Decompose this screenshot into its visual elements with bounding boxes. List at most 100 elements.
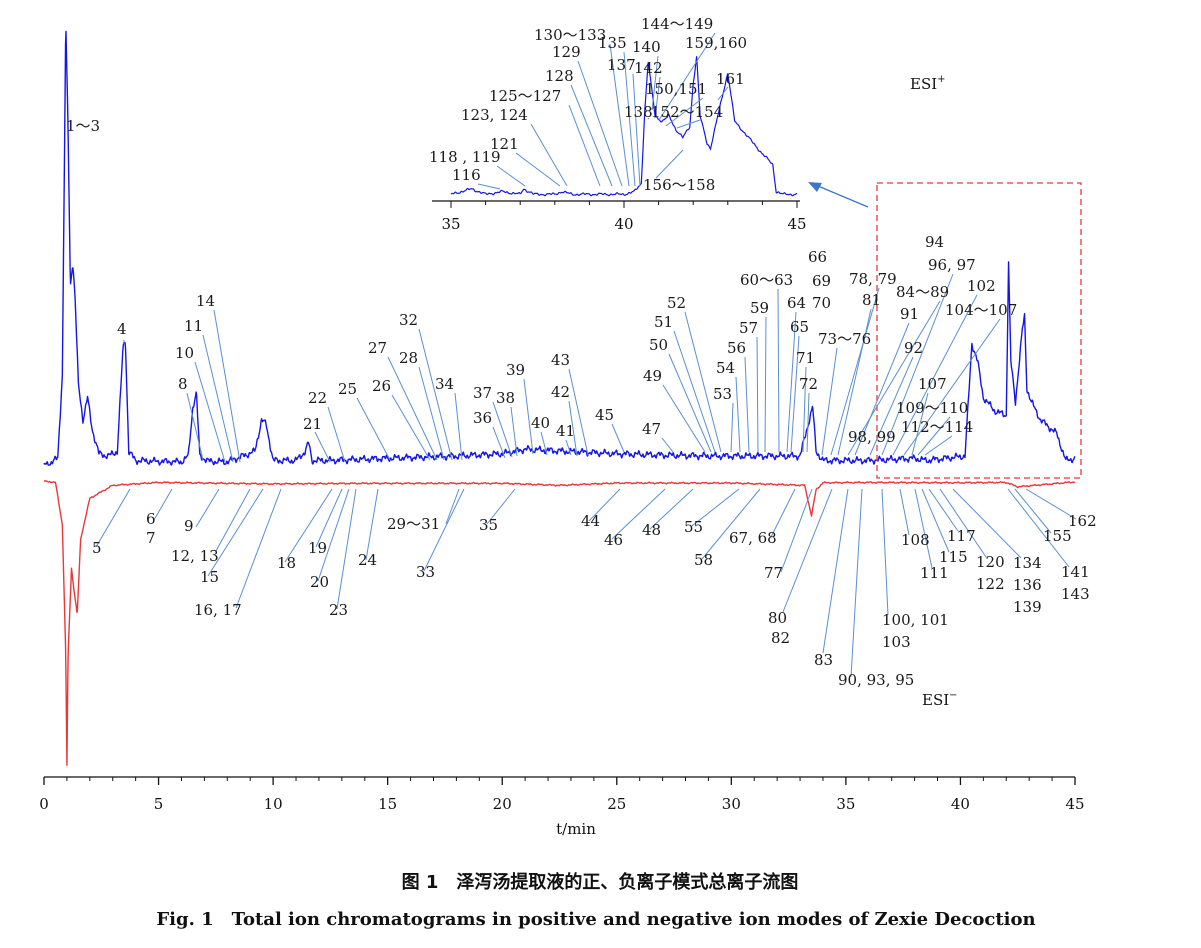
peak-label-inset-121: 121 — [490, 135, 519, 153]
peak-label-positive-98-99: 98, 99 — [848, 428, 896, 446]
leader-line-negative-117 — [928, 488, 959, 532]
inset-trace — [450, 56, 798, 197]
peak-label-positive-14: 14 — [196, 292, 215, 310]
peak-label-negative-108: 108 — [901, 531, 930, 549]
peak-label-negative-77: 77 — [764, 564, 783, 582]
leader-line-positive-27 — [387, 356, 438, 461]
peak-label-negative-111: 111 — [920, 564, 949, 582]
peak-label-positive-4: 4 — [117, 320, 127, 338]
leader-line-negative-90-93-95 — [850, 488, 863, 678]
leader-line-positive-39 — [523, 378, 534, 455]
peak-label-positive-34: 34 — [435, 375, 454, 393]
peak-label-positive-104-107: 104～107 — [945, 301, 1017, 319]
peak-label-positive-102: 102 — [967, 277, 996, 295]
leader-line-negative-83 — [822, 488, 849, 654]
peak-label-negative-134: 134 — [1013, 554, 1042, 572]
leader-line-negative-48 — [649, 488, 694, 530]
leader-line-positive-104-107 — [903, 318, 1001, 456]
leader-line-positive-37 — [492, 401, 513, 458]
caption-chinese: 图 1 泽泻汤提取液的正、负离子模式总离子流图 — [402, 871, 799, 893]
peak-label-positive-22: 22 — [308, 389, 327, 407]
x-tick-label-5: 5 — [154, 795, 164, 813]
peak-label-positive-27: 27 — [368, 339, 387, 357]
leader-line-negative-120 — [939, 488, 987, 558]
zoom-arrow-line — [817, 185, 869, 208]
x-tick-label-20: 20 — [493, 795, 512, 813]
peak-label-positive-37: 37 — [473, 384, 492, 402]
peak-label-negative-90-93-95: 90, 93, 95 — [838, 671, 914, 689]
leader-line-negative-77 — [780, 488, 813, 573]
peak-label-negative-136: 136 — [1013, 576, 1042, 594]
leader-line-positive-11 — [202, 334, 234, 463]
leader-line-negative-162 — [1025, 488, 1077, 520]
peak-label-negative-23: 23 — [329, 601, 348, 619]
peak-label-positive-50: 50 — [649, 336, 668, 354]
peak-label-positive-49: 49 — [643, 367, 662, 385]
peak-label-positive-40: 40 — [531, 414, 550, 432]
leader-line-inset-156-158 — [655, 149, 684, 179]
peak-label-inset-128: 128 — [545, 67, 574, 85]
leader-line-negative-55 — [691, 488, 740, 527]
peak-label-positive-109-110: 109～110 — [896, 399, 968, 417]
leader-line-negative-33 — [423, 488, 465, 572]
leader-line-positive-21 — [314, 431, 331, 463]
leader-line-positive-50 — [668, 353, 712, 453]
peak-label-negative-44: 44 — [581, 512, 600, 530]
leader-line-negative-18 — [284, 488, 333, 563]
leader-line-positive-28 — [418, 366, 445, 461]
peak-label-negative-29-31: 29～31 — [387, 515, 440, 533]
leader-line-negative-108 — [899, 488, 910, 536]
peak-label-negative-24: 24 — [358, 551, 377, 569]
peak-label-negative-35: 35 — [479, 516, 498, 534]
peak-label-positive-71: 71 — [796, 349, 815, 367]
peak-label-inset-118-119: 118 , 119 — [429, 148, 501, 166]
peak-label-positive-56: 56 — [727, 339, 746, 357]
peak-label-positive-70: 70 — [812, 294, 831, 312]
leader-line-positive-22 — [327, 406, 346, 463]
peak-label-positive-43: 43 — [551, 351, 570, 369]
leader-line-inset-138 — [647, 117, 650, 120]
ion-mode-labels: ESI+ ESI− — [910, 74, 958, 709]
leader-line-inset-137 — [632, 73, 641, 187]
peak-label-positive-64: 64 — [787, 294, 806, 312]
leader-line-inset-144-149 — [658, 32, 716, 121]
peak-label-negative-117: 117 — [947, 527, 976, 545]
peak-label-positive-28: 28 — [399, 349, 418, 367]
leader-line-negative-20 — [317, 488, 350, 582]
leader-line-positive-72 — [806, 392, 810, 453]
leader-line-inset-123-124 — [530, 123, 568, 187]
leader-line-negative-67-68 — [770, 488, 796, 538]
peak-label-positive-78-79: 78, 79 — [849, 270, 897, 288]
peak-label-negative-82: 82 — [771, 629, 790, 647]
caption-english: Fig. 1 Total ion chromatograms in positi… — [156, 909, 1035, 930]
leader-line-positive-51 — [673, 330, 716, 453]
leader-line-positive-78-79 — [830, 287, 880, 456]
peak-label-positive-8: 8 — [178, 375, 188, 393]
leader-line-positive-36 — [492, 426, 506, 459]
peak-label-negative-55: 55 — [684, 518, 703, 536]
peak-label-positive-65: 65 — [790, 318, 809, 336]
leader-line-inset-150-151 — [665, 97, 704, 127]
leader-line-positive-102 — [892, 294, 978, 456]
leader-line-negative-29-31 — [445, 488, 460, 525]
peak-label-positive-107: 107 — [918, 375, 947, 393]
leader-line-positive-25 — [356, 397, 391, 461]
leader-line-negative-141 — [1007, 488, 1070, 568]
leader-line-inset-140 — [651, 55, 659, 111]
peak-label-inset-142: 142 — [634, 59, 663, 77]
peak-label-negative-15: 15 — [200, 568, 219, 586]
peak-label-negative-6: 6 — [146, 510, 156, 528]
x-tick-label-10: 10 — [264, 795, 283, 813]
leader-line-inset-142 — [654, 76, 661, 119]
peak-label-positive-60-63: 60～63 — [740, 271, 793, 289]
leader-line-negative-23 — [336, 488, 357, 610]
leader-line-positive-26 — [391, 394, 431, 461]
leader-line-inset-161 — [717, 86, 729, 101]
leader-line-negative-15 — [207, 488, 264, 577]
peak-label-negative-19: 19 — [308, 539, 327, 557]
x-tick-label-45: 45 — [1065, 795, 1084, 813]
esi-positive-trace — [43, 30, 1076, 466]
peak-label-positive-26: 26 — [372, 377, 391, 395]
leader-line-positive-10 — [194, 361, 226, 463]
